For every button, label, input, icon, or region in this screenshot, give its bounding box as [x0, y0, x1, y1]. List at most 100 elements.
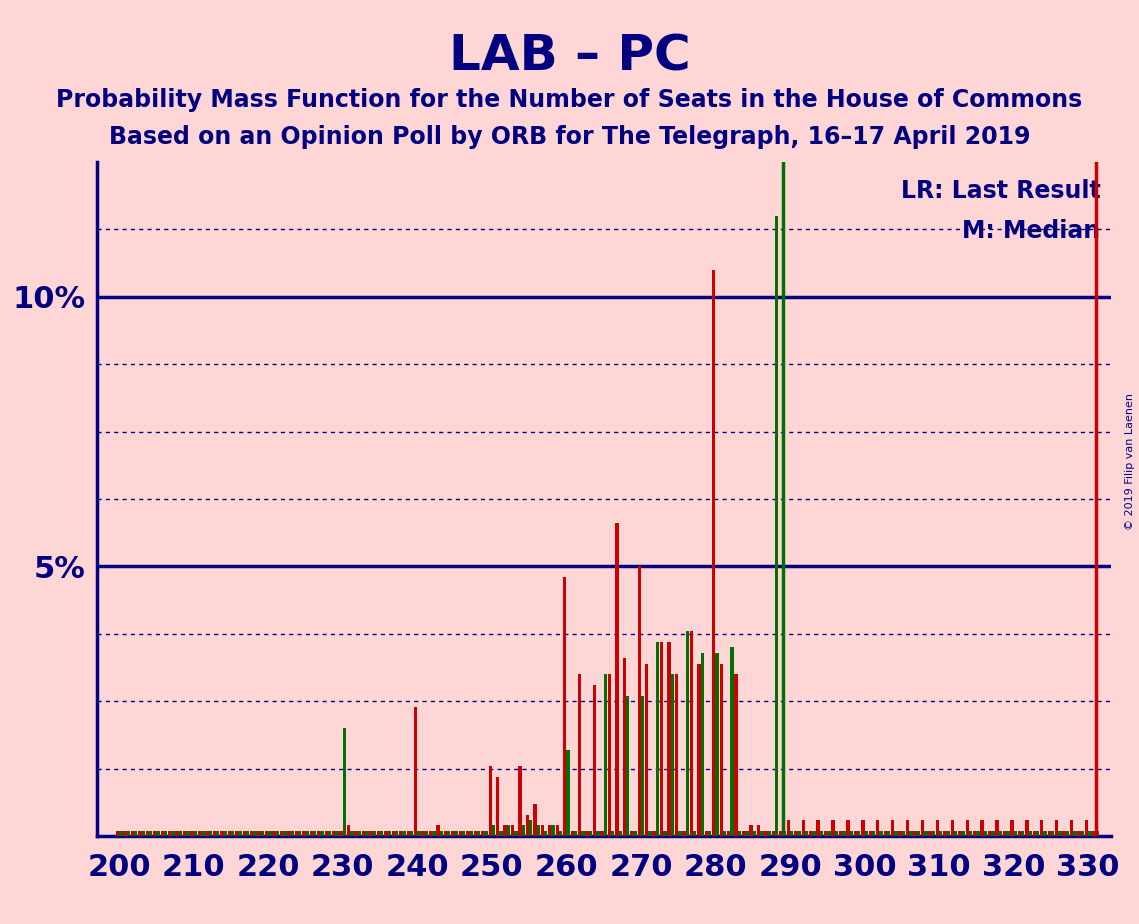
Bar: [653, 831, 656, 836]
Bar: [325, 831, 328, 836]
Bar: [384, 831, 387, 836]
Bar: [138, 831, 141, 836]
Bar: [511, 825, 514, 836]
Bar: [541, 825, 544, 836]
Bar: [1018, 831, 1021, 836]
Bar: [932, 831, 935, 836]
Bar: [156, 831, 159, 836]
Bar: [645, 663, 648, 836]
Bar: [1033, 831, 1036, 836]
Bar: [690, 631, 694, 836]
Bar: [387, 831, 391, 836]
Bar: [776, 215, 778, 836]
Bar: [231, 831, 235, 836]
Bar: [559, 831, 563, 836]
Bar: [407, 831, 410, 836]
Bar: [917, 831, 920, 836]
Bar: [988, 831, 991, 836]
Bar: [659, 642, 663, 836]
Bar: [413, 707, 417, 836]
Bar: [548, 825, 551, 836]
Bar: [276, 831, 279, 836]
Bar: [175, 831, 179, 836]
Bar: [854, 831, 857, 836]
Bar: [1081, 831, 1084, 836]
Bar: [1006, 831, 1009, 836]
Bar: [1070, 820, 1073, 836]
Bar: [909, 831, 912, 836]
Bar: [339, 831, 343, 836]
Bar: [712, 270, 715, 836]
Bar: [612, 831, 614, 836]
Bar: [682, 831, 686, 836]
Bar: [656, 642, 659, 836]
Bar: [556, 825, 559, 836]
Bar: [787, 820, 790, 836]
Bar: [190, 831, 194, 836]
Bar: [831, 820, 835, 836]
Bar: [134, 831, 138, 836]
Bar: [663, 831, 666, 836]
Bar: [1066, 831, 1070, 836]
Bar: [536, 825, 540, 836]
Bar: [686, 631, 689, 836]
Text: © 2019 Filip van Laenen: © 2019 Filip van Laenen: [1125, 394, 1134, 530]
Bar: [618, 831, 622, 836]
Bar: [522, 825, 525, 836]
Bar: [290, 831, 294, 836]
Bar: [894, 831, 898, 836]
Bar: [779, 831, 782, 836]
Bar: [999, 831, 1002, 836]
Bar: [678, 831, 681, 836]
Bar: [284, 831, 287, 836]
Bar: [526, 815, 530, 836]
Bar: [362, 831, 366, 836]
Bar: [410, 831, 413, 836]
Bar: [648, 831, 652, 836]
Bar: [991, 831, 994, 836]
Bar: [153, 831, 156, 836]
Bar: [1036, 831, 1040, 836]
Bar: [295, 831, 298, 836]
Bar: [417, 831, 420, 836]
Bar: [753, 831, 756, 836]
Bar: [961, 831, 965, 836]
Bar: [1092, 831, 1096, 836]
Bar: [626, 696, 630, 836]
Bar: [544, 831, 548, 836]
Bar: [671, 675, 674, 836]
Bar: [876, 820, 879, 836]
Bar: [823, 831, 827, 836]
Bar: [1073, 831, 1076, 836]
Text: LAB – PC: LAB – PC: [449, 32, 690, 80]
Bar: [141, 831, 145, 836]
Bar: [1051, 831, 1055, 836]
Bar: [865, 831, 868, 836]
Bar: [872, 831, 876, 836]
Bar: [805, 831, 809, 836]
Bar: [477, 831, 481, 836]
Bar: [469, 831, 473, 836]
Bar: [667, 642, 671, 836]
Bar: [842, 831, 845, 836]
Text: M: Median: M: Median: [962, 219, 1100, 243]
Bar: [514, 831, 517, 836]
Bar: [116, 831, 120, 836]
Bar: [768, 831, 771, 836]
Bar: [164, 831, 167, 836]
Text: Probability Mass Function for the Number of Seats in the House of Commons: Probability Mass Function for the Number…: [56, 88, 1083, 112]
Bar: [198, 831, 202, 836]
Bar: [238, 831, 241, 836]
Bar: [495, 777, 499, 836]
Bar: [884, 831, 887, 836]
Bar: [812, 831, 816, 836]
Bar: [936, 820, 939, 836]
Bar: [216, 831, 220, 836]
Bar: [358, 831, 361, 836]
Bar: [1025, 820, 1029, 836]
Bar: [674, 675, 678, 836]
Bar: [638, 566, 641, 836]
Bar: [1010, 820, 1014, 836]
Bar: [518, 766, 522, 836]
Bar: [257, 831, 261, 836]
